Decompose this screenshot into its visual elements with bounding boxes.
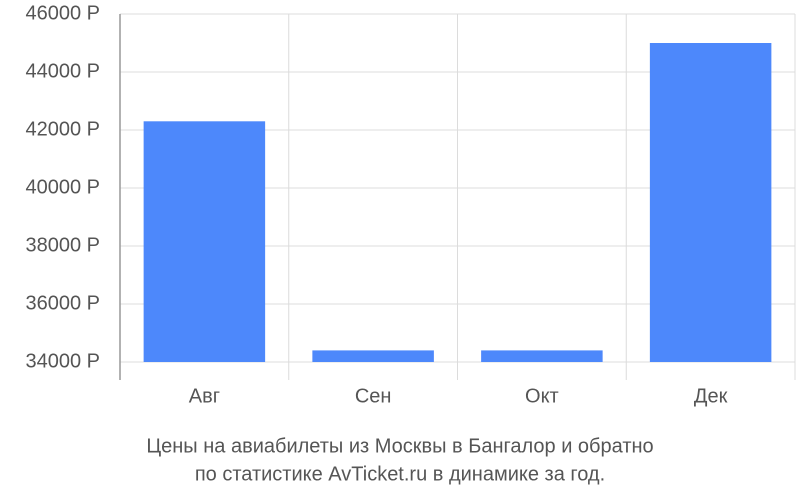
y-tick-label: 34000 Р xyxy=(25,350,100,372)
x-tick-label: Сен xyxy=(355,385,392,407)
bar xyxy=(649,43,772,362)
y-tick-label: 40000 Р xyxy=(25,176,100,198)
chart-title: Цены на авиабилеты из Москвы в Бангалор … xyxy=(146,435,653,457)
bar xyxy=(481,350,603,362)
bar xyxy=(312,350,434,362)
y-tick-label: 46000 Р xyxy=(25,2,100,24)
bar xyxy=(143,121,266,362)
chart-subtitle: по статистике AvTicket.ru в динамике за … xyxy=(195,463,605,485)
y-tick-label: 42000 Р xyxy=(25,118,100,140)
y-tick-label: 38000 Р xyxy=(25,234,100,256)
y-tick-label: 44000 Р xyxy=(25,60,100,82)
y-tick-label: 36000 Р xyxy=(25,292,100,314)
x-tick-label: Дек xyxy=(694,385,728,407)
x-tick-label: Авг xyxy=(189,385,220,407)
x-tick-label: Окт xyxy=(525,385,559,407)
